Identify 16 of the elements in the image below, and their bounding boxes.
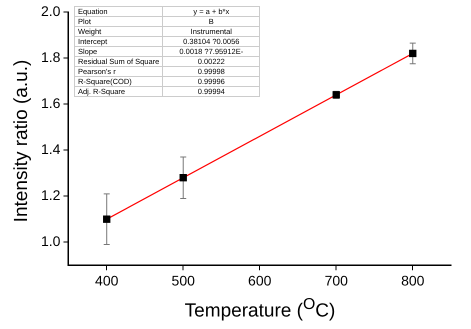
y-tick-label: 1.2 [40, 187, 61, 204]
y-axis-title: Intensity ratio (a.u.) [11, 58, 33, 224]
point [103, 215, 110, 223]
y-tick-label: 1.0 [40, 233, 61, 250]
y-tick-label: 1.8 [40, 48, 61, 65]
x-tick-label: 500 [172, 272, 196, 288]
x-tick-label: 600 [248, 272, 272, 288]
x-tick-label: 400 [95, 272, 119, 288]
y-tick-label: 2.0 [40, 2, 61, 19]
x-tick-label: 700 [324, 272, 348, 288]
x-axis-title: Temperature ($^{O}$C) [184, 296, 336, 322]
point [409, 50, 416, 58]
point [180, 174, 187, 182]
x-tick-label: 800 [401, 272, 425, 288]
y-tick-label: 1.6 [40, 94, 61, 111]
y-tick-label: 1.4 [40, 140, 61, 157]
